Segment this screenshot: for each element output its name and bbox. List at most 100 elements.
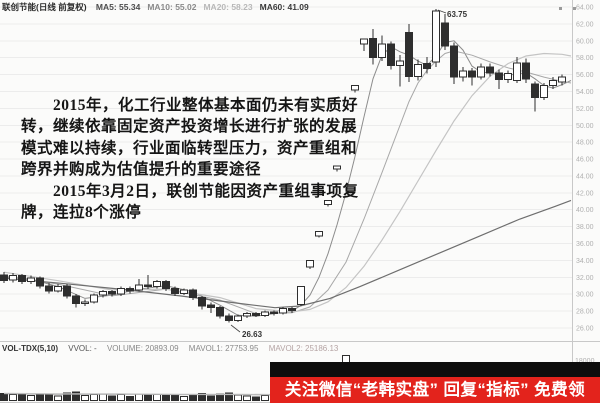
candle-body <box>396 60 404 66</box>
candle-body <box>306 259 314 268</box>
candle-body <box>486 66 494 74</box>
volume-bar <box>135 393 143 402</box>
candle-body <box>270 311 278 314</box>
candle-body <box>126 287 134 292</box>
candle-body <box>171 287 179 294</box>
y-tick-label: 28.00 <box>576 309 594 316</box>
volume-bar <box>117 394 125 401</box>
candle-body <box>207 304 215 309</box>
volume-value: VOLUME: 20893.09 <box>106 344 179 353</box>
volume-bar <box>225 392 233 402</box>
commentary-text: 2015年，化工行业整体基本面仍未有实质好 转，继续依靠固定资产投资增长进行扩张的… <box>21 95 359 223</box>
annotation-leader <box>437 9 447 14</box>
candle-body <box>369 37 377 59</box>
candle-body <box>9 275 17 281</box>
volume-bar <box>189 394 197 401</box>
annotation-line: 跨界并购成为估值提升的重要途径 <box>21 161 262 179</box>
volume-bar <box>0 392 8 401</box>
candle-body <box>324 199 332 206</box>
candle-body <box>351 85 359 91</box>
candle-body <box>531 83 539 98</box>
volume-bar <box>207 395 215 401</box>
candle-body <box>117 287 125 295</box>
volume-bar <box>63 392 71 402</box>
candle-body <box>153 281 161 288</box>
y-tick-label: 44.00 <box>576 173 594 180</box>
candles <box>0 9 566 323</box>
candle-body <box>252 313 260 316</box>
candle-body <box>387 43 395 66</box>
stock-title: 联创节能(日线 前复权) <box>2 2 87 12</box>
decoration-dot <box>559 7 562 10</box>
vvol-label: VVOL: - <box>68 344 97 353</box>
volume-bar <box>27 395 35 401</box>
candle-body <box>54 286 62 292</box>
candle-body <box>81 301 89 305</box>
candle-body <box>441 22 449 47</box>
mavol1-value: MAVOL1: 27753.95 <box>188 344 259 353</box>
candle-body <box>423 63 431 70</box>
volume-bar <box>171 394 179 402</box>
y-tick-label: 34.00 <box>576 258 594 265</box>
candle-body <box>108 291 116 295</box>
candle-body <box>198 297 206 307</box>
candle-body <box>495 72 503 81</box>
ma-line-MA20 <box>3 52 572 313</box>
candle-body <box>45 285 53 292</box>
candle-body <box>513 62 521 81</box>
y-tick-label: 58.00 <box>576 55 594 62</box>
candle-body <box>180 289 188 294</box>
volume-bar <box>144 394 152 402</box>
volume-bar <box>252 396 260 401</box>
candle-body <box>468 70 476 78</box>
volume-bar <box>45 394 53 401</box>
volume-bar <box>162 395 170 401</box>
volume-bar <box>72 391 80 402</box>
y-tick-label: 36.00 <box>576 241 594 248</box>
volume-bar <box>99 393 107 402</box>
ma-line-MA60 <box>3 199 572 309</box>
annotation-leader <box>230 324 241 333</box>
volume-bar <box>153 394 161 401</box>
annotation-line: 模式难以持续，行业面临转型压力，资产重组和 <box>21 139 358 157</box>
candle-body <box>90 294 98 303</box>
volume-bar <box>54 395 62 401</box>
y-tick-label: 26.00 <box>576 326 594 333</box>
ma-values: MA5: 55.34 MA10: 55.02 MA20: 58.23 MA60: 41… <box>96 2 316 12</box>
annotation-line: 2015年，化工行业整体基本面仍未有实质好 <box>21 97 359 114</box>
candle-body <box>549 79 557 87</box>
y-tick-label: 62.00 <box>576 21 594 28</box>
candle-body <box>27 277 35 283</box>
candle-body <box>135 284 143 291</box>
y-tick-label: 56.00 <box>576 72 594 79</box>
y-tick-label: 60.00 <box>576 38 594 45</box>
candle-body <box>0 274 8 282</box>
ma-value: MA60: 41.09 <box>259 2 309 12</box>
candle-body <box>342 126 350 132</box>
y-tick-label: 46.00 <box>576 157 594 164</box>
volume-indicator-bar: VOL-TDX(5,10) VVOL: - VOLUME: 20893.09 M… <box>2 344 346 353</box>
candle-body <box>63 285 71 297</box>
ma-line-MA10 <box>3 50 572 315</box>
candle-body <box>99 291 107 296</box>
candle-body <box>378 43 386 59</box>
candle-body <box>189 289 197 299</box>
wechat-ad-banner: 关注微信“老韩实盘” 回复“指标” 免费领 <box>270 362 600 403</box>
candle-body <box>360 38 368 45</box>
annotation-line: 转，继续依靠固定资产投资增长进行扩张的发展 <box>21 118 358 136</box>
ma-value: MA20: 58.23 <box>203 2 253 12</box>
volume-tick-label: 18000 <box>575 358 595 365</box>
candle-body <box>558 76 566 83</box>
y-tick-label: 38.00 <box>576 224 594 231</box>
candle-body <box>459 70 467 78</box>
candle-body <box>522 62 530 80</box>
candle-body <box>414 63 422 77</box>
annotation-price-label: 26.63 <box>242 330 263 339</box>
mavol2-value: MAVOL2: 25186.13 <box>268 344 339 353</box>
candle-body <box>225 315 233 321</box>
y-tick-label: 48.00 <box>576 140 594 147</box>
vol-indicator-label: VOL-TDX(5,10) <box>2 344 59 353</box>
ma-value: MA10: 55.02 <box>147 2 197 12</box>
banner-black-strip <box>270 362 600 377</box>
volume-bar <box>36 393 44 401</box>
